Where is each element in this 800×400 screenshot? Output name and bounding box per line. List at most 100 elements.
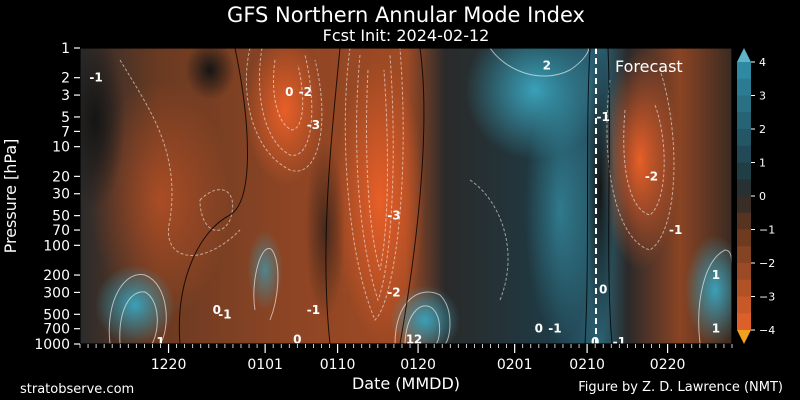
contour-line [258,48,313,156]
contour-label: -3 [387,209,400,223]
contour-label: -2 [645,169,658,183]
y-tick-label: 1000 [34,337,70,353]
y-tick-label: 300 [43,285,70,301]
contour-line [399,48,425,344]
colorbar-tick-label: 3 [759,90,766,103]
colorbar-bin [737,279,751,297]
y-tick-label: 10 [52,140,70,156]
footer-site: stratobserve.com [20,382,134,397]
negative-region-jan [245,48,325,185]
neutral-region-left [80,48,125,210]
positive-region-feb-column [525,80,595,340]
contour-line [623,104,665,216]
neutral-region-jan [305,140,345,320]
neutral-region-top [185,48,235,100]
contour-line [178,48,248,344]
x-tick-label: 0101 [247,357,283,373]
x-tick-label: 0220 [650,357,686,373]
contour-label: 2 [414,332,422,346]
colorbar-bin [737,162,751,180]
contour-line [356,54,394,302]
colorbar-tick-label: −1 [759,224,775,237]
contour-line [245,48,323,172]
colorbar-bin [737,129,751,147]
colorbar-tick-label: −3 [759,291,775,304]
colorbar-bin [737,179,751,197]
contour-label: -1 [548,322,561,336]
x-axis-label: Date (MMDD) [352,374,460,393]
colorbar-tick-label: 2 [759,123,766,136]
y-axis-label: Pressure [hPa] [1,139,20,254]
contour-line [366,69,388,271]
contour-line [119,291,158,344]
x-tick-label: 0120 [400,357,436,373]
negative-contours [119,48,675,321]
colorbar-bin [737,313,751,331]
contour-label: -1 [89,71,102,85]
y-tick-label: 7 [61,124,70,140]
negative-region-mid-jan [335,60,425,340]
negative-region-dec [90,80,230,320]
colorbar-extend-top [737,48,751,62]
footer-credit: Figure by Z. D. Lawrence (NMT) [578,380,783,395]
contour-line [404,305,441,344]
y-tick-label: 500 [43,307,70,323]
contour-label: -1 [669,223,682,237]
colorbar-tick-label: 4 [759,56,766,69]
contour-label: -1 [597,110,610,124]
contour-label: -1 [613,335,626,349]
contour-label: 0 [293,332,301,346]
contour-line [469,179,509,301]
contour-label: -2 [299,85,312,99]
contour-label: 0 [535,322,543,336]
colorbar-extend-bottom [737,330,751,344]
zero-contours [178,48,613,344]
colorbar-bin [737,296,751,314]
contour-label: -1 [218,307,231,321]
positive-region-late-feb [685,235,732,344]
colorbar-tick-label: 1 [759,157,766,170]
x-tick-label: 0210 [569,357,605,373]
y-tick-label: 2 [61,71,70,87]
chart-subtitle: Fcst Init: 2024-02-12 [323,26,490,45]
positive-region-dec [95,265,175,344]
y-tick-label: 5 [61,110,70,126]
y-tick-label: 30 [52,187,70,203]
y-tick-label: 3 [61,88,70,104]
contour-label: -1 [307,303,320,317]
contour-line [108,273,167,344]
contour-label: -3 [307,118,320,132]
colorbar-bin [737,196,751,214]
contour-label: 2 [543,58,551,72]
colorbar-bin [737,212,751,230]
contour-label: 1 [156,335,164,349]
colorbar-bin [737,95,751,113]
y-tick-label: 1 [61,41,70,57]
contour-label: 1 [712,268,720,282]
x-tick-label: 0201 [497,357,533,373]
contour-label: 0 [213,303,221,317]
colorbar-bin [737,145,751,163]
colorbar: 4 3 2 1 0 −1 −2 −3 −4 [737,48,775,344]
y-tick-label: 50 [52,209,70,225]
y-tick-label: 200 [43,268,70,284]
y-tick-label: 100 [43,238,70,254]
contour-line [584,48,591,344]
contour-label: 1 [406,332,414,346]
forecast-label: Forecast [615,57,683,76]
colorbar-tick-label: −2 [759,257,775,270]
contour-line [489,48,589,77]
contour-line [344,48,404,321]
contour-line [273,59,304,131]
contour-label: 0 [599,282,607,296]
x-axis: 1220 0101 0110 0120 0201 0210 0220 [79,344,733,373]
chart-title: GFS Northern Annular Mode Index [227,3,585,27]
contour-line [325,48,341,344]
colorbar-bin [737,112,751,130]
contour-line [607,48,613,344]
colorbar-tick-label: 0 [759,190,766,203]
